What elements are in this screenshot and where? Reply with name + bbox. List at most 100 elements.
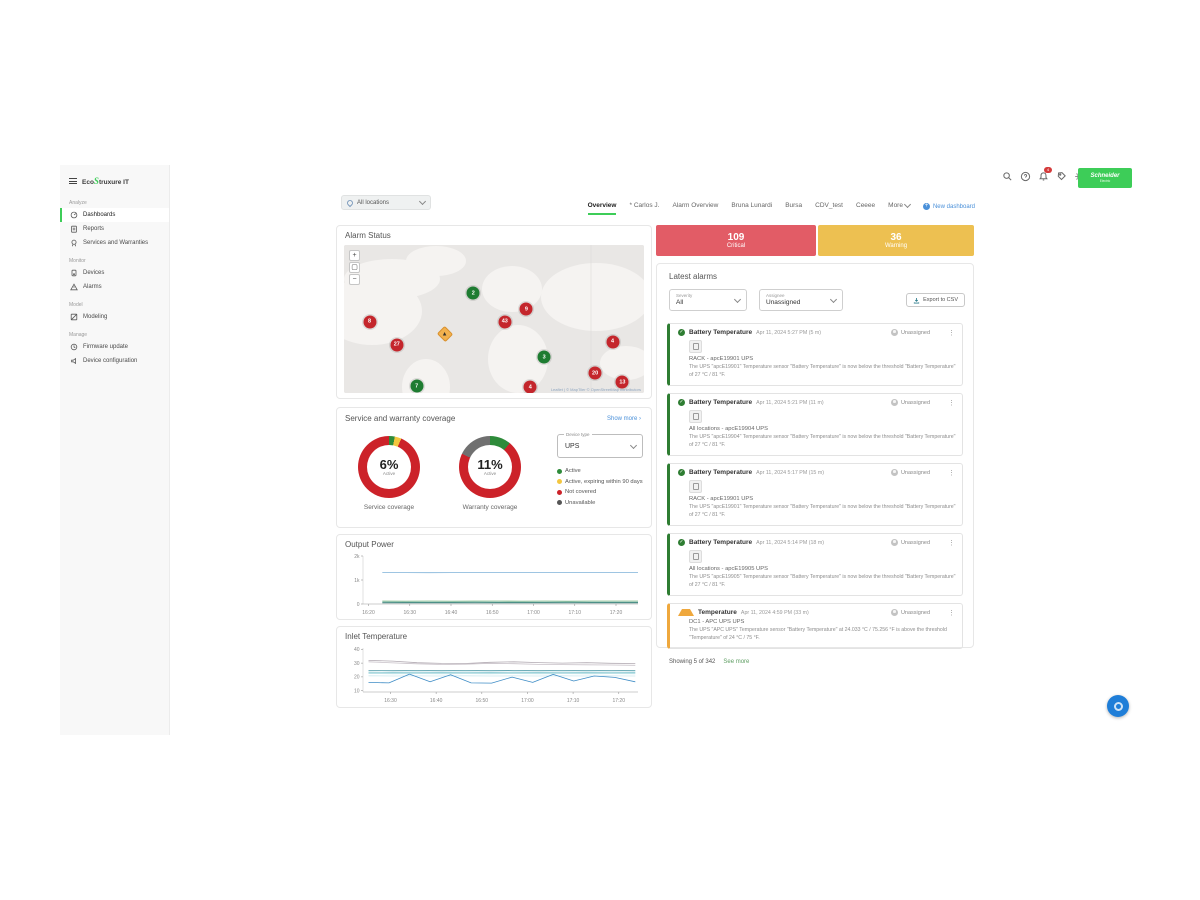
svg-text:17:10: 17:10 (568, 610, 581, 615)
alarm-assignee[interactable]: Unassigned (890, 399, 930, 407)
chevron-down-icon (733, 295, 742, 304)
help-fab-button[interactable] (1107, 695, 1129, 717)
chevron-down-icon (629, 441, 638, 450)
alarm-assignee[interactable]: Unassigned (890, 469, 930, 477)
device-chip-icon[interactable] (689, 340, 702, 353)
device-chip-icon[interactable] (689, 480, 702, 494)
kebab-menu-icon[interactable]: ⋮ (948, 330, 955, 337)
schneider-logo-text: Schneider (1090, 173, 1120, 179)
see-more-link[interactable]: See more (723, 659, 750, 666)
svg-text:16:50: 16:50 (476, 698, 489, 703)
alarm-list-item[interactable]: ✓ Battery Temperature Apr 11, 2024 5:14 … (667, 533, 963, 597)
device-chip-icon[interactable] (689, 410, 702, 424)
alarm-list-item[interactable]: ✓ Battery Temperature Apr 11, 2024 5:21 … (667, 393, 963, 457)
legend-dot-red (557, 489, 562, 495)
person-icon (890, 469, 898, 477)
sidebar-item-firmware-update[interactable]: Firmware update (60, 340, 169, 354)
sidebar-item-devices[interactable]: Devices (60, 266, 169, 280)
config-icon (69, 357, 78, 366)
export-csv-label: Export to CSV (923, 297, 958, 303)
map-marker-red[interactable]: 8 (363, 315, 376, 329)
alarm-description: The UPS "APC UPS" Temperature sensor "Ba… (689, 627, 947, 641)
alarm-timestamp: Apr 11, 2024 5:27 PM (5 m) (756, 329, 822, 336)
alarm-location: RACK - apcE19901 UPS (689, 356, 754, 362)
report-icon (69, 225, 78, 234)
location-filter-select[interactable]: All locations (341, 195, 431, 210)
tab-overview[interactable]: Overview (587, 202, 617, 215)
sidebar-item-services-warranties[interactable]: Services and Warranties (60, 236, 169, 250)
show-more-link[interactable]: Show more › (606, 416, 641, 422)
tab-bursa[interactable]: Bursa (785, 202, 803, 209)
tabs-more-menu[interactable]: More (888, 200, 912, 213)
donut-hole (367, 445, 411, 489)
kebab-menu-icon[interactable]: ⋮ (948, 400, 955, 408)
search-icon[interactable] (1001, 170, 1013, 182)
logo-text: Eco (82, 179, 94, 186)
sidebar-section-model: Model (69, 302, 83, 308)
zoom-in-button[interactable]: + (349, 250, 360, 261)
warning-alarms-banner[interactable]: 36 Warning (818, 225, 974, 256)
tab-carlos-j[interactable]: * Carlos J. (629, 202, 660, 209)
zoom-out-button[interactable]: − (349, 274, 360, 285)
map-marker-red[interactable]: 43 (498, 315, 512, 329)
map-marker-red[interactable]: 20 (588, 366, 602, 380)
tab-ceeee[interactable]: Ceeee (856, 202, 876, 209)
device-type-value: UPS (565, 443, 580, 450)
inlet-temperature-chart[interactable]: 10 20 30 40 16:30 16:40 16:50 17:00 17:10 17:20 (347, 645, 643, 704)
kebab-menu-icon[interactable]: ⋮ (948, 470, 955, 478)
export-csv-button[interactable]: Export to CSV (906, 293, 965, 307)
map-marker-red[interactable]: 27 (390, 338, 404, 352)
alarm-assignee[interactable]: Unassigned (890, 539, 930, 547)
alarm-list-item[interactable]: Temperature Apr 11, 2024 4:59 PM (33 m) … (667, 603, 963, 650)
map-marker-red[interactable]: 4 (606, 335, 619, 349)
map-marker-green[interactable]: 3 (537, 350, 551, 364)
alarms-footer: Showing 5 of 342 See more (669, 659, 965, 665)
warranty-coverage-donut[interactable]: 11% Active (459, 436, 521, 498)
tab-alarm-overview[interactable]: Alarm Overview (672, 202, 719, 209)
sidebar-item-label: Device configuration (83, 358, 138, 364)
chevron-down-icon (418, 197, 427, 206)
kebab-menu-icon[interactable]: ⋮ (948, 540, 955, 548)
device-chip-icon[interactable] (689, 550, 702, 564)
kebab-menu-icon[interactable]: ⋮ (948, 610, 955, 618)
ok-status-icon: ✓ (678, 329, 685, 336)
severity-select[interactable]: Severity All (669, 289, 747, 311)
tab-cdv-test[interactable]: CDV_test (815, 202, 843, 209)
alarm-status-map[interactable]: + ▢ − 2 9 43 8 27 4 3 20 13 7 4 Leaflet … (344, 245, 644, 393)
whats-new-tag-icon[interactable] (1055, 170, 1067, 182)
sidebar-item-modeling[interactable]: Modeling (60, 310, 169, 324)
map-marker-red[interactable]: 13 (615, 375, 629, 389)
sidebar-item-alarms[interactable]: Alarms (60, 280, 169, 294)
map-marker-green[interactable]: 2 (466, 286, 480, 300)
schneider-logo-subtext: Electric (1099, 179, 1111, 183)
schneider-electric-logo[interactable]: Schneider Electric (1078, 168, 1132, 188)
critical-alarms-banner[interactable]: 109 Critical (656, 225, 816, 256)
sidebar-item-reports[interactable]: Reports (60, 222, 169, 236)
notifications-icon[interactable]: 4 (1037, 167, 1052, 182)
menu-icon[interactable] (69, 178, 77, 184)
alarm-list-item[interactable]: ✓ Battery Temperature Apr 11, 2024 5:17 … (667, 463, 963, 527)
badge-icon (69, 239, 78, 248)
device-type-select[interactable]: Device type UPS (557, 432, 643, 458)
assignee-select[interactable]: Assignee Unassigned (759, 289, 843, 311)
output-power-chart[interactable]: 0 1k 2k 16:20 16:30 16:40 16:50 17:00 17:10 17:20 (347, 553, 643, 616)
map-marker-red[interactable]: 4 (523, 380, 537, 393)
alarm-assignee[interactable]: Unassigned (890, 609, 930, 617)
firmware-icon (69, 343, 78, 352)
map-attribution[interactable]: Leaflet | © MapTiler © OpenStreetMap con… (550, 387, 641, 392)
alarm-description: The UPS "apcE19904" Temperature sensor "… (689, 434, 956, 448)
alarm-assignee[interactable]: Unassigned (890, 329, 930, 336)
alarm-list-item[interactable]: ✓ Battery Temperature Apr 11, 2024 5:27 … (667, 323, 963, 387)
map-marker-green[interactable]: 7 (410, 379, 424, 393)
donut-center: 11% Active (459, 436, 521, 498)
new-dashboard-button[interactable]: + New dashboard (922, 203, 975, 210)
sidebar-item-dashboards[interactable]: Dashboards (60, 208, 169, 222)
service-coverage-donut[interactable]: 6% Active (358, 436, 420, 498)
tab-bruna-lunardi[interactable]: Bruna Lunardi (731, 202, 773, 209)
ok-status-icon: ✓ (678, 539, 685, 547)
map-marker-red[interactable]: 9 (519, 302, 533, 316)
help-icon[interactable] (1019, 170, 1031, 182)
legend-label: Active, expiring within 90 days (565, 478, 643, 485)
sidebar-item-device-configuration[interactable]: Device configuration (60, 354, 169, 368)
fit-view-button[interactable]: ▢ (349, 262, 360, 273)
